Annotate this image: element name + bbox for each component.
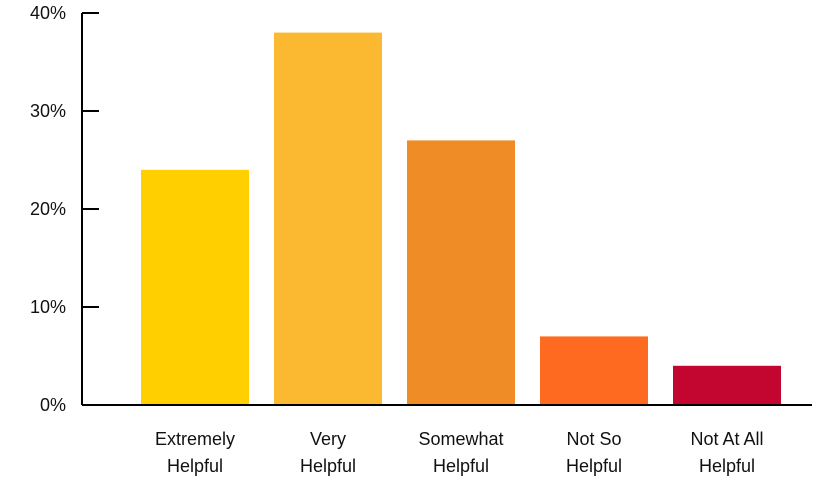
y-axis-ticks: 0% 10% 20% 30% 40% (30, 3, 99, 415)
x-category-label: Not So Helpful (566, 429, 622, 476)
x-category-label: Extremely Helpful (155, 429, 235, 476)
y-tick-label: 40% (30, 3, 66, 23)
bar (540, 336, 648, 405)
x-category-label: Very Helpful (300, 429, 356, 476)
x-category-label-line1: Not At All (690, 429, 763, 449)
x-category-label-line1: Extremely (155, 429, 235, 449)
x-category-label-line2: Helpful (167, 456, 223, 476)
y-tick-label: 20% (30, 199, 66, 219)
bar (673, 365, 781, 405)
bar (274, 32, 382, 405)
y-tick-label: 0% (40, 395, 66, 415)
x-category-label-line2: Helpful (300, 456, 356, 476)
y-tick-label: 30% (30, 101, 66, 121)
bar (407, 140, 515, 405)
x-category-label-line2: Helpful (566, 456, 622, 476)
x-category-label-line2: Helpful (433, 456, 489, 476)
x-category-label-line2: Helpful (699, 456, 755, 476)
bars (141, 32, 781, 405)
x-axis-labels: Extremely Helpful Very Helpful Somewhat Helpf… (155, 429, 764, 476)
x-category-label: Somewhat Helpful (418, 429, 503, 476)
x-category-label: Not At All Helpful (690, 429, 763, 476)
x-category-label-line1: Somewhat (418, 429, 503, 449)
x-category-label-line1: Very (310, 429, 346, 449)
bar (141, 169, 249, 405)
y-tick-label: 10% (30, 297, 66, 317)
x-category-label-line1: Not So (566, 429, 621, 449)
